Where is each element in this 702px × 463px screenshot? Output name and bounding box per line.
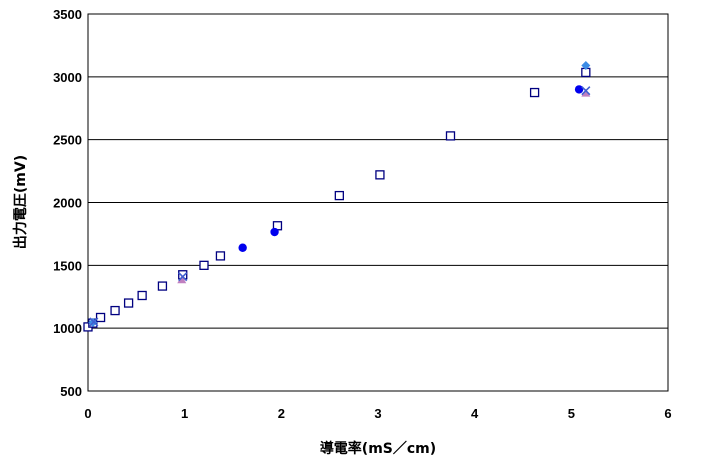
data-point-square xyxy=(137,290,147,301)
x-tick-label: 1 xyxy=(181,406,188,421)
x-tick-label: 2 xyxy=(278,406,285,421)
data-point-square xyxy=(529,87,540,98)
data-point-square xyxy=(445,131,456,141)
x-tick-label: 4 xyxy=(471,406,479,421)
x-tick-label: 0 xyxy=(84,406,91,421)
data-point-circle xyxy=(270,227,279,237)
data-point-square xyxy=(157,281,168,291)
data-point-circle xyxy=(574,85,584,94)
x-tick-label: 6 xyxy=(664,406,671,421)
x-tick-label: 5 xyxy=(568,406,575,421)
data-point-diamond xyxy=(581,61,591,71)
y-tick-labels: 500 1000 1500 2000 2500 3000 3500 xyxy=(53,7,82,399)
data-points xyxy=(83,61,591,332)
data-point-square xyxy=(375,170,385,180)
y-tick-label: 1500 xyxy=(53,258,82,273)
data-point-triangle xyxy=(177,275,187,284)
x-tick-label: 3 xyxy=(374,406,381,421)
x-axis-title: 導電率(mS／cm) xyxy=(320,440,436,457)
y-tick-label: 1000 xyxy=(53,321,82,336)
y-tick-label: 3000 xyxy=(53,70,82,85)
data-point-square xyxy=(110,305,120,316)
gridlines xyxy=(88,76,668,329)
y-tick-label: 3500 xyxy=(53,7,82,22)
y-tick-label: 500 xyxy=(60,384,82,399)
data-point-triangle xyxy=(581,88,591,97)
data-point-circle xyxy=(238,243,247,252)
data-point-square xyxy=(199,260,209,270)
y-tick-label: 2500 xyxy=(53,133,82,148)
data-point-x xyxy=(178,272,188,282)
data-point-square xyxy=(123,298,134,308)
data-point-square xyxy=(95,312,106,323)
x-tick-labels: 0 1 2 3 4 5 6 xyxy=(84,406,671,421)
y-axis-title: 出力電圧(mV) xyxy=(12,155,29,249)
data-point-x xyxy=(581,86,591,96)
data-point-x xyxy=(89,317,99,327)
plot-frame xyxy=(87,13,669,392)
data-point-square xyxy=(334,190,344,201)
y-tick-label: 2000 xyxy=(53,196,82,211)
data-point-square xyxy=(215,251,226,261)
